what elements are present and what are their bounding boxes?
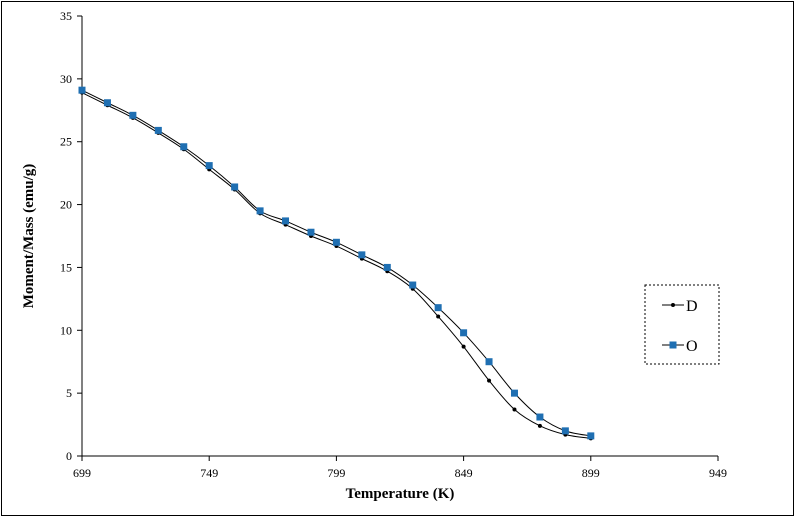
y-tick-label-0: 0	[66, 449, 72, 463]
point-o-17	[510, 389, 518, 397]
point-o-15	[460, 329, 468, 337]
y-tick-label-1: 5	[66, 386, 72, 400]
point-o-2	[129, 111, 137, 119]
series-o	[78, 86, 595, 440]
y-ticks: 0 5 10 15 20 25 30 35	[60, 9, 82, 463]
x-tick-label-0: 699	[73, 466, 91, 480]
x-tick-label-2: 799	[327, 466, 345, 480]
point-o-0	[78, 86, 86, 94]
point-o-13	[409, 281, 417, 289]
point-o-14	[434, 304, 442, 312]
point-d-18	[537, 423, 542, 428]
point-o-19	[561, 427, 569, 435]
point-o-6	[231, 183, 239, 191]
legend: D O	[644, 284, 720, 365]
point-o-11	[358, 251, 366, 259]
point-o-8	[282, 217, 290, 225]
series-group	[78, 86, 595, 441]
series-d	[80, 90, 593, 441]
point-o-3	[154, 126, 162, 134]
legend-label-o: O	[686, 338, 698, 355]
point-o-12	[383, 263, 391, 271]
x-tick-label-3: 849	[455, 466, 473, 480]
x-tick-label-1: 749	[200, 466, 218, 480]
y-tick-label-2: 10	[60, 323, 72, 337]
point-o-16	[485, 358, 493, 366]
x-tick-label-4: 899	[582, 466, 600, 480]
y-tick-label-5: 25	[60, 135, 72, 149]
point-o-9	[307, 228, 315, 236]
x-ticks: 699 749 799 849 899 949	[73, 456, 727, 480]
y-axis-title: Moment/Mass (emu/g)	[21, 164, 37, 309]
point-o-4	[180, 143, 188, 151]
point-o-1	[103, 99, 111, 107]
y-tick-label-6: 30	[60, 72, 72, 86]
point-o-20	[587, 432, 595, 440]
series-line-o	[81, 89, 591, 437]
legend-label-d: D	[686, 298, 698, 315]
legend-marker-d	[671, 303, 675, 307]
point-o-5	[205, 162, 213, 170]
legend-box	[644, 284, 720, 365]
x-axis-title: Temperature (K)	[346, 486, 455, 502]
point-d-14	[436, 314, 441, 319]
point-d-17	[512, 407, 517, 412]
axes	[81, 16, 718, 457]
point-o-10	[332, 238, 340, 246]
point-o-7	[256, 207, 264, 215]
point-d-15	[461, 344, 466, 349]
y-tick-label-3: 15	[60, 260, 72, 274]
point-o-18	[536, 413, 544, 421]
series-line-d	[81, 92, 591, 439]
x-tick-label-5: 949	[709, 466, 727, 480]
legend-marker-o	[669, 341, 677, 349]
y-tick-label-7: 35	[60, 9, 72, 23]
y-tick-label-4: 20	[60, 198, 72, 212]
point-d-16	[487, 378, 492, 383]
